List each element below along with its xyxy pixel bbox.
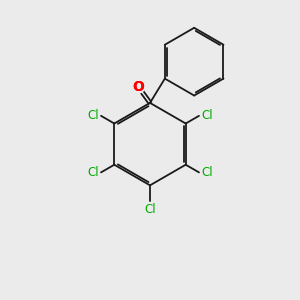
Text: O: O <box>132 80 144 94</box>
Text: Cl: Cl <box>87 109 99 122</box>
Text: Cl: Cl <box>201 166 213 179</box>
Text: O: O <box>132 80 144 94</box>
Circle shape <box>132 80 145 93</box>
Text: Cl: Cl <box>144 203 156 216</box>
Text: Cl: Cl <box>201 109 213 122</box>
Text: Cl: Cl <box>87 166 99 179</box>
